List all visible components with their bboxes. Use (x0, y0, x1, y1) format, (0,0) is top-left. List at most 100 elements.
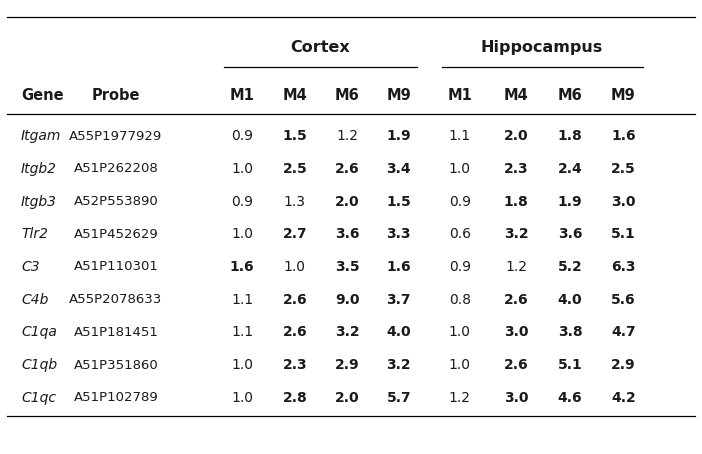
Text: Itgb3: Itgb3 (21, 195, 57, 208)
Text: 1.6: 1.6 (611, 129, 636, 143)
Text: 2.6: 2.6 (503, 293, 529, 306)
Text: 3.3: 3.3 (387, 227, 411, 241)
Text: A55P1977929: A55P1977929 (69, 130, 162, 143)
Text: Tlr2: Tlr2 (21, 227, 48, 241)
Text: 1.2: 1.2 (505, 260, 527, 274)
Text: 1.1: 1.1 (231, 293, 253, 306)
Text: 3.7: 3.7 (387, 293, 411, 306)
Text: 2.6: 2.6 (282, 326, 307, 339)
Text: 1.5: 1.5 (282, 129, 307, 143)
Text: 2.7: 2.7 (282, 227, 307, 241)
Text: Probe: Probe (91, 88, 140, 103)
Text: C1qb: C1qb (21, 358, 57, 372)
Text: 5.6: 5.6 (611, 293, 636, 306)
Text: 0.9: 0.9 (449, 195, 471, 208)
Text: C3: C3 (21, 260, 40, 274)
Text: 1.0: 1.0 (231, 227, 253, 241)
Text: 3.6: 3.6 (336, 227, 359, 241)
Text: M1: M1 (447, 88, 472, 103)
Text: M4: M4 (503, 88, 529, 103)
Text: 0.9: 0.9 (231, 129, 253, 143)
Text: A51P110301: A51P110301 (74, 261, 158, 273)
Text: 3.8: 3.8 (557, 326, 583, 339)
Text: 0.6: 0.6 (449, 227, 471, 241)
Text: 2.6: 2.6 (335, 162, 360, 176)
Text: 4.0: 4.0 (557, 293, 583, 306)
Text: 1.9: 1.9 (557, 195, 583, 208)
Text: A51P351860: A51P351860 (74, 359, 158, 371)
Text: 1.0: 1.0 (231, 358, 253, 372)
Text: Gene: Gene (21, 88, 64, 103)
Text: 9.0: 9.0 (336, 293, 359, 306)
Text: 0.9: 0.9 (449, 260, 471, 274)
Text: 1.1: 1.1 (449, 129, 471, 143)
Text: M9: M9 (611, 88, 636, 103)
Text: C1qa: C1qa (21, 326, 57, 339)
Text: 1.0: 1.0 (449, 326, 471, 339)
Text: 1.0: 1.0 (449, 358, 471, 372)
Text: A51P452629: A51P452629 (74, 228, 158, 241)
Text: Cortex: Cortex (291, 40, 350, 55)
Text: 1.8: 1.8 (557, 129, 583, 143)
Text: 5.1: 5.1 (557, 358, 583, 372)
Text: M6: M6 (557, 88, 583, 103)
Text: 1.8: 1.8 (503, 195, 529, 208)
Text: A51P181451: A51P181451 (74, 326, 158, 339)
Text: 2.5: 2.5 (611, 162, 636, 176)
Text: 1.5: 1.5 (386, 195, 411, 208)
Text: 2.3: 2.3 (282, 358, 307, 372)
Text: M9: M9 (386, 88, 411, 103)
Text: 3.2: 3.2 (503, 227, 529, 241)
Text: 2.6: 2.6 (282, 293, 307, 306)
Text: 2.3: 2.3 (503, 162, 529, 176)
Text: A51P102789: A51P102789 (74, 391, 158, 404)
Text: 2.4: 2.4 (557, 162, 583, 176)
Text: 3.5: 3.5 (335, 260, 360, 274)
Text: M4: M4 (282, 88, 307, 103)
Text: 1.6: 1.6 (386, 260, 411, 274)
Text: 1.0: 1.0 (231, 391, 253, 405)
Text: 0.9: 0.9 (231, 195, 253, 208)
Text: 3.0: 3.0 (611, 195, 635, 208)
Text: Itgb2: Itgb2 (21, 162, 57, 176)
Text: 6.3: 6.3 (611, 260, 635, 274)
Text: 4.7: 4.7 (611, 326, 636, 339)
Text: 2.0: 2.0 (503, 129, 529, 143)
Text: 4.0: 4.0 (386, 326, 411, 339)
Text: 0.8: 0.8 (449, 293, 471, 306)
Text: M1: M1 (230, 88, 255, 103)
Text: 2.0: 2.0 (335, 195, 360, 208)
Text: C4b: C4b (21, 293, 48, 306)
Text: 2.5: 2.5 (282, 162, 307, 176)
Text: 3.4: 3.4 (386, 162, 411, 176)
Text: 1.3: 1.3 (284, 195, 306, 208)
Text: Itgam: Itgam (21, 129, 62, 143)
Text: A52P553890: A52P553890 (74, 195, 158, 208)
Text: 3.2: 3.2 (335, 326, 360, 339)
Text: 1.0: 1.0 (231, 162, 253, 176)
Text: 4.2: 4.2 (611, 391, 636, 405)
Text: 3.2: 3.2 (386, 358, 411, 372)
Text: 3.6: 3.6 (558, 227, 582, 241)
Text: 5.1: 5.1 (611, 227, 636, 241)
Text: 2.8: 2.8 (282, 391, 307, 405)
Text: 5.7: 5.7 (386, 391, 411, 405)
Text: Hippocampus: Hippocampus (480, 40, 603, 55)
Text: 2.9: 2.9 (335, 358, 360, 372)
Text: 1.0: 1.0 (449, 162, 471, 176)
Text: 2.6: 2.6 (503, 358, 529, 372)
Text: 3.0: 3.0 (504, 391, 528, 405)
Text: 3.0: 3.0 (504, 326, 528, 339)
Text: M6: M6 (335, 88, 360, 103)
Text: 1.6: 1.6 (230, 260, 255, 274)
Text: 2.0: 2.0 (335, 391, 360, 405)
Text: 2.9: 2.9 (611, 358, 636, 372)
Text: 1.1: 1.1 (231, 326, 253, 339)
Text: 1.9: 1.9 (386, 129, 411, 143)
Text: 1.0: 1.0 (284, 260, 306, 274)
Text: 5.2: 5.2 (557, 260, 583, 274)
Text: C1qc: C1qc (21, 391, 56, 405)
Text: 1.2: 1.2 (449, 391, 471, 405)
Text: A55P2078633: A55P2078633 (69, 293, 162, 306)
Text: A51P262208: A51P262208 (74, 163, 158, 175)
